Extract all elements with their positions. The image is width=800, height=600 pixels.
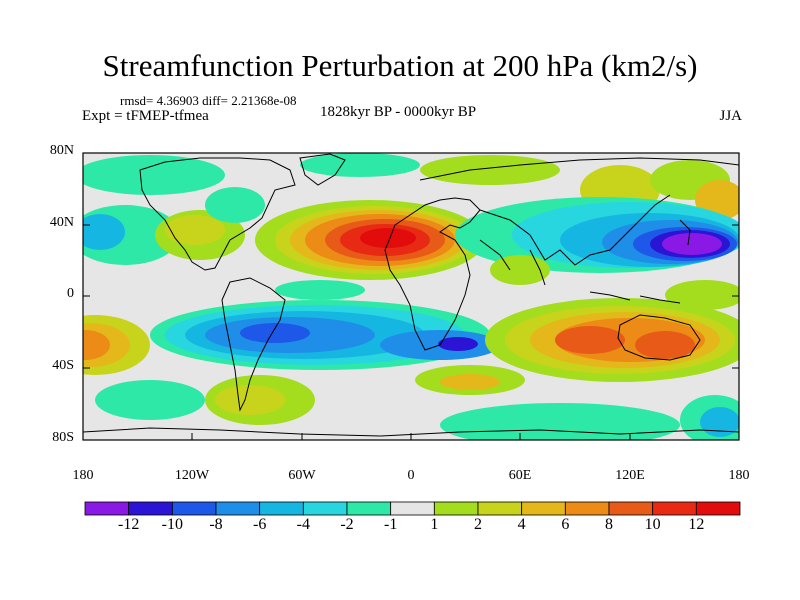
colorbar-swatch [477, 501, 523, 516]
lon-label-60w: 60W [288, 468, 316, 483]
colorbar-label: -1 [383, 516, 398, 533]
colorbar-swatch [433, 501, 479, 516]
colorbar-swatch [521, 501, 566, 516]
period-label: 1828kyr BP - 0000kyr BP [320, 104, 477, 120]
lat-label-0: 0 [67, 286, 74, 301]
lon-label-180w: 180 [72, 468, 94, 483]
colorbar-label: 12 [688, 516, 705, 533]
contour-field [83, 153, 739, 440]
colorbar-swatch [171, 501, 217, 516]
lon-label-60e: 60E [508, 468, 532, 483]
lat-label-40s: 40S [52, 358, 74, 373]
colorbar-label: -6 [252, 516, 267, 533]
colorbar-label: 4 [517, 516, 526, 533]
axis-ticks [82, 152, 740, 441]
experiment-label: Expt = tFMEP-tfmea [82, 108, 209, 124]
colorbar-swatch [652, 501, 697, 516]
colorbar-label: -4 [296, 516, 310, 533]
colorbar-swatch [390, 501, 435, 516]
colorbar-swatch [608, 501, 654, 516]
lat-label-40n: 40N [49, 215, 74, 230]
stats-text: rmsd= 4.36903 diff= 2.21368e-08 [120, 93, 297, 108]
colorbar-swatch [564, 501, 610, 516]
colorbar-label: 6 [561, 516, 570, 533]
coastlines [83, 153, 739, 437]
colorbar-label: 10 [644, 516, 661, 533]
colorbar-swatch [259, 501, 304, 516]
colorbar-swatch [128, 501, 173, 516]
colorbar-label: -10 [161, 516, 183, 533]
season-label: JJA [719, 108, 742, 124]
colorbar-label: 1 [430, 516, 439, 533]
colorbar-swatch [695, 501, 741, 516]
colorbar-swatch [346, 501, 392, 516]
lat-label-80n: 80N [49, 143, 74, 158]
colorbar-label: -8 [209, 516, 223, 533]
lon-label-120e: 120E [615, 468, 645, 483]
map-title: Streamfunction Perturbation at 200 hPa (… [102, 48, 698, 83]
colorbar [84, 501, 741, 516]
colorbar-swatch [215, 501, 261, 516]
colorbar-label: -2 [340, 516, 354, 533]
lon-label-0: 0 [407, 468, 415, 483]
lon-label-120w: 120W [174, 468, 210, 483]
lon-label-180e: 180 [728, 468, 750, 483]
colorbar-label: -12 [117, 516, 140, 533]
lat-label-80s: 80S [52, 430, 74, 445]
colorbar-label: 8 [605, 516, 613, 533]
colorbar-swatch [302, 501, 348, 516]
colorbar-label: 2 [474, 516, 482, 533]
colorbar-swatch [84, 501, 130, 516]
